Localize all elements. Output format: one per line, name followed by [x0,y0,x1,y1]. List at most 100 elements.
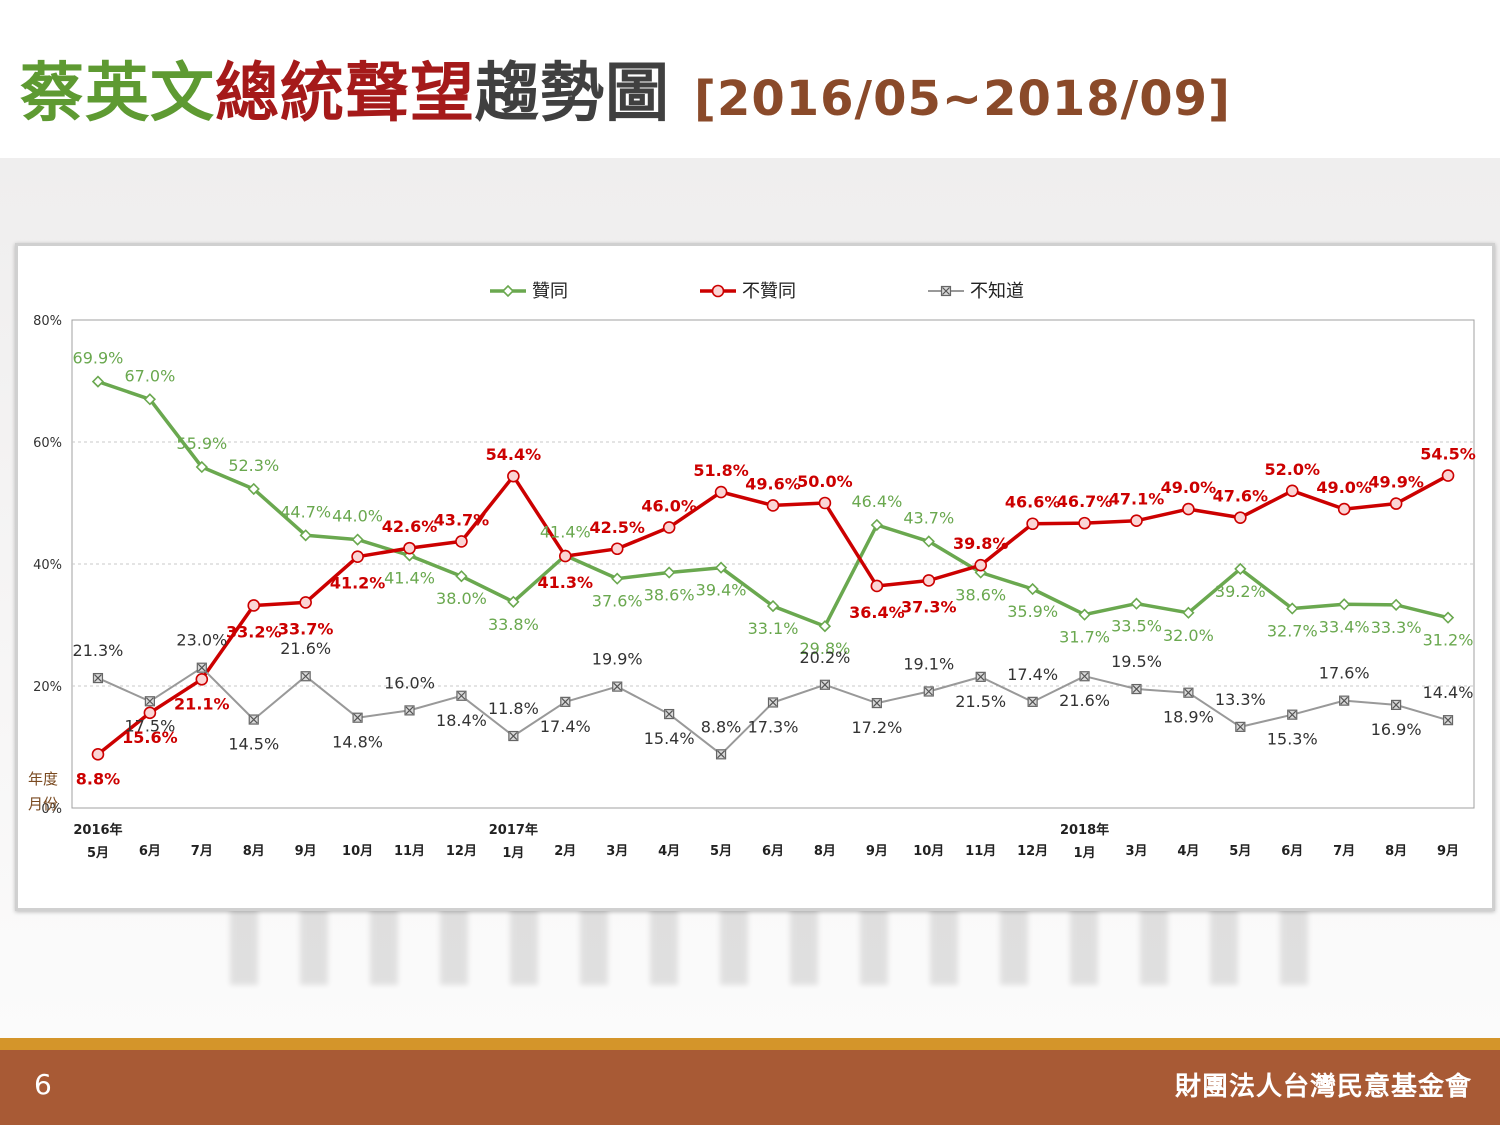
data-label-disapprove: 46.6% [1005,493,1061,512]
data-point-unknown [1391,699,1402,711]
data-label-disapprove: 33.2% [226,622,282,641]
legend-label-approve: 贊同 [532,281,568,302]
x-tick-label: 1月 [502,846,524,861]
data-label-disapprove: 37.3% [901,597,957,616]
data-point-unknown-cross [509,732,518,740]
data-label-approve: 35.9% [1007,602,1058,621]
data-point-disapprove [1026,517,1039,531]
data-point-approve [299,529,312,542]
data-label-approve: 33.5% [1111,617,1162,636]
data-point-unknown-cross [872,699,881,708]
data-label-disapprove: 49.0% [1161,478,1217,497]
data-point-unknown-cross [1132,685,1141,693]
data-label-disapprove: 21.1% [174,694,230,713]
data-label-unknown: 21.6% [280,639,331,658]
data-point-approve [818,620,832,633]
legend-marker-unknown [940,285,952,297]
data-point-approve [766,599,780,613]
data-label-unknown: 17.4% [540,717,591,736]
title-name: 蔡英文 [20,57,215,131]
x-tick-label: 9月 [295,844,317,859]
data-label-disapprove: 42.6% [382,517,438,536]
data-point-approve [663,566,676,579]
data-point-disapprove [1389,497,1403,510]
x-tick-label: 11月 [965,844,996,859]
data-point-approve [611,572,624,585]
y-tick-label: 0% [41,802,62,817]
data-point-approve [91,375,105,388]
data-point-unknown [196,662,207,673]
x-tick-year: 2018年 [1060,822,1109,838]
legend-marker-disapprove [711,284,725,298]
data-point-unknown [560,696,571,707]
page-title: 蔡英文總統聲望趨勢圖 [2016/05~2018/09] [20,42,1231,132]
x-tick-label: 5月 [87,846,109,861]
data-label-disapprove: 49.9% [1368,473,1424,492]
y-tick-label: 40% [33,558,62,573]
data-label-disapprove: 43.7% [434,510,490,529]
y-tick-label: 20% [33,680,62,695]
x-tick-label: 8月 [243,844,265,859]
data-label-unknown: 21.3% [73,641,124,660]
data-point-unknown [508,730,519,742]
data-point-unknown [1235,721,1246,732]
x-tick-year: 2016年 [73,822,122,838]
x-tick-label: 10月 [913,844,944,859]
data-label-disapprove: 54.5% [1420,445,1476,464]
data-point-unknown [144,696,155,707]
data-label-disapprove: 49.6% [745,474,801,493]
data-label-unknown: 19.1% [903,654,954,673]
data-point-disapprove [922,574,936,587]
data-point-unknown [1339,695,1350,706]
data-point-approve [1338,598,1351,611]
data-label-approve: 33.1% [748,619,799,638]
data-label-unknown: 17.6% [1319,664,1370,683]
data-point-unknown-cross [976,672,985,681]
data-point-approve [247,482,260,496]
data-label-approve: 52.3% [228,456,279,475]
data-label-approve: 39.4% [696,581,747,600]
data-label-disapprove: 47.1% [1109,490,1165,509]
data-label-unknown: 17.4% [1007,665,1058,684]
data-label-approve: 33.3% [1371,618,1422,637]
x-tick-label: 4月 [1177,844,1199,859]
data-point-unknown-cross [1444,716,1452,725]
data-label-unknown: 18.9% [1163,708,1214,727]
x-tick-label: 1月 [1074,846,1096,861]
data-point-disapprove [1234,511,1247,524]
data-label-unknown: 15.3% [1267,730,1318,749]
data-point-approve [195,460,208,474]
data-label-approve: 33.8% [488,615,539,634]
data-label-disapprove: 36.4% [849,603,905,622]
data-point-disapprove [766,499,780,512]
data-point-unknown-cross [1080,672,1089,681]
data-point-unknown-cross [353,713,362,722]
data-label-unknown: 19.5% [1111,652,1162,671]
data-point-unknown-cross [769,698,777,707]
x-tick-label: 3月 [606,844,628,859]
x-tick-label: 6月 [1281,844,1303,859]
data-label-approve: 43.7% [903,508,954,527]
x-tick-label: 4月 [658,844,680,859]
x-tick-label: 9月 [866,844,888,859]
data-point-disapprove [247,599,261,612]
data-point-disapprove [1078,516,1091,530]
data-point-unknown [871,697,882,709]
data-label-unknown: 8.8% [701,717,742,736]
data-label-unknown: 19.9% [592,650,643,669]
data-point-disapprove [351,550,364,563]
x-tick-label: 5月 [710,844,732,859]
footer-accent-band [0,1038,1500,1050]
data-label-approve: 31.2% [1423,631,1474,650]
data-point-approve [870,518,883,532]
x-tick-label: 6月 [139,844,161,859]
data-point-disapprove [1130,514,1143,527]
data-point-unknown-cross [301,672,310,681]
y-tick-label: 60% [33,436,62,451]
background-silhouettes [230,905,1330,985]
data-point-unknown [612,681,623,692]
data-point-unknown-cross [1236,722,1245,731]
data-label-unknown: 13.3% [1215,690,1266,709]
data-point-approve [507,595,520,608]
